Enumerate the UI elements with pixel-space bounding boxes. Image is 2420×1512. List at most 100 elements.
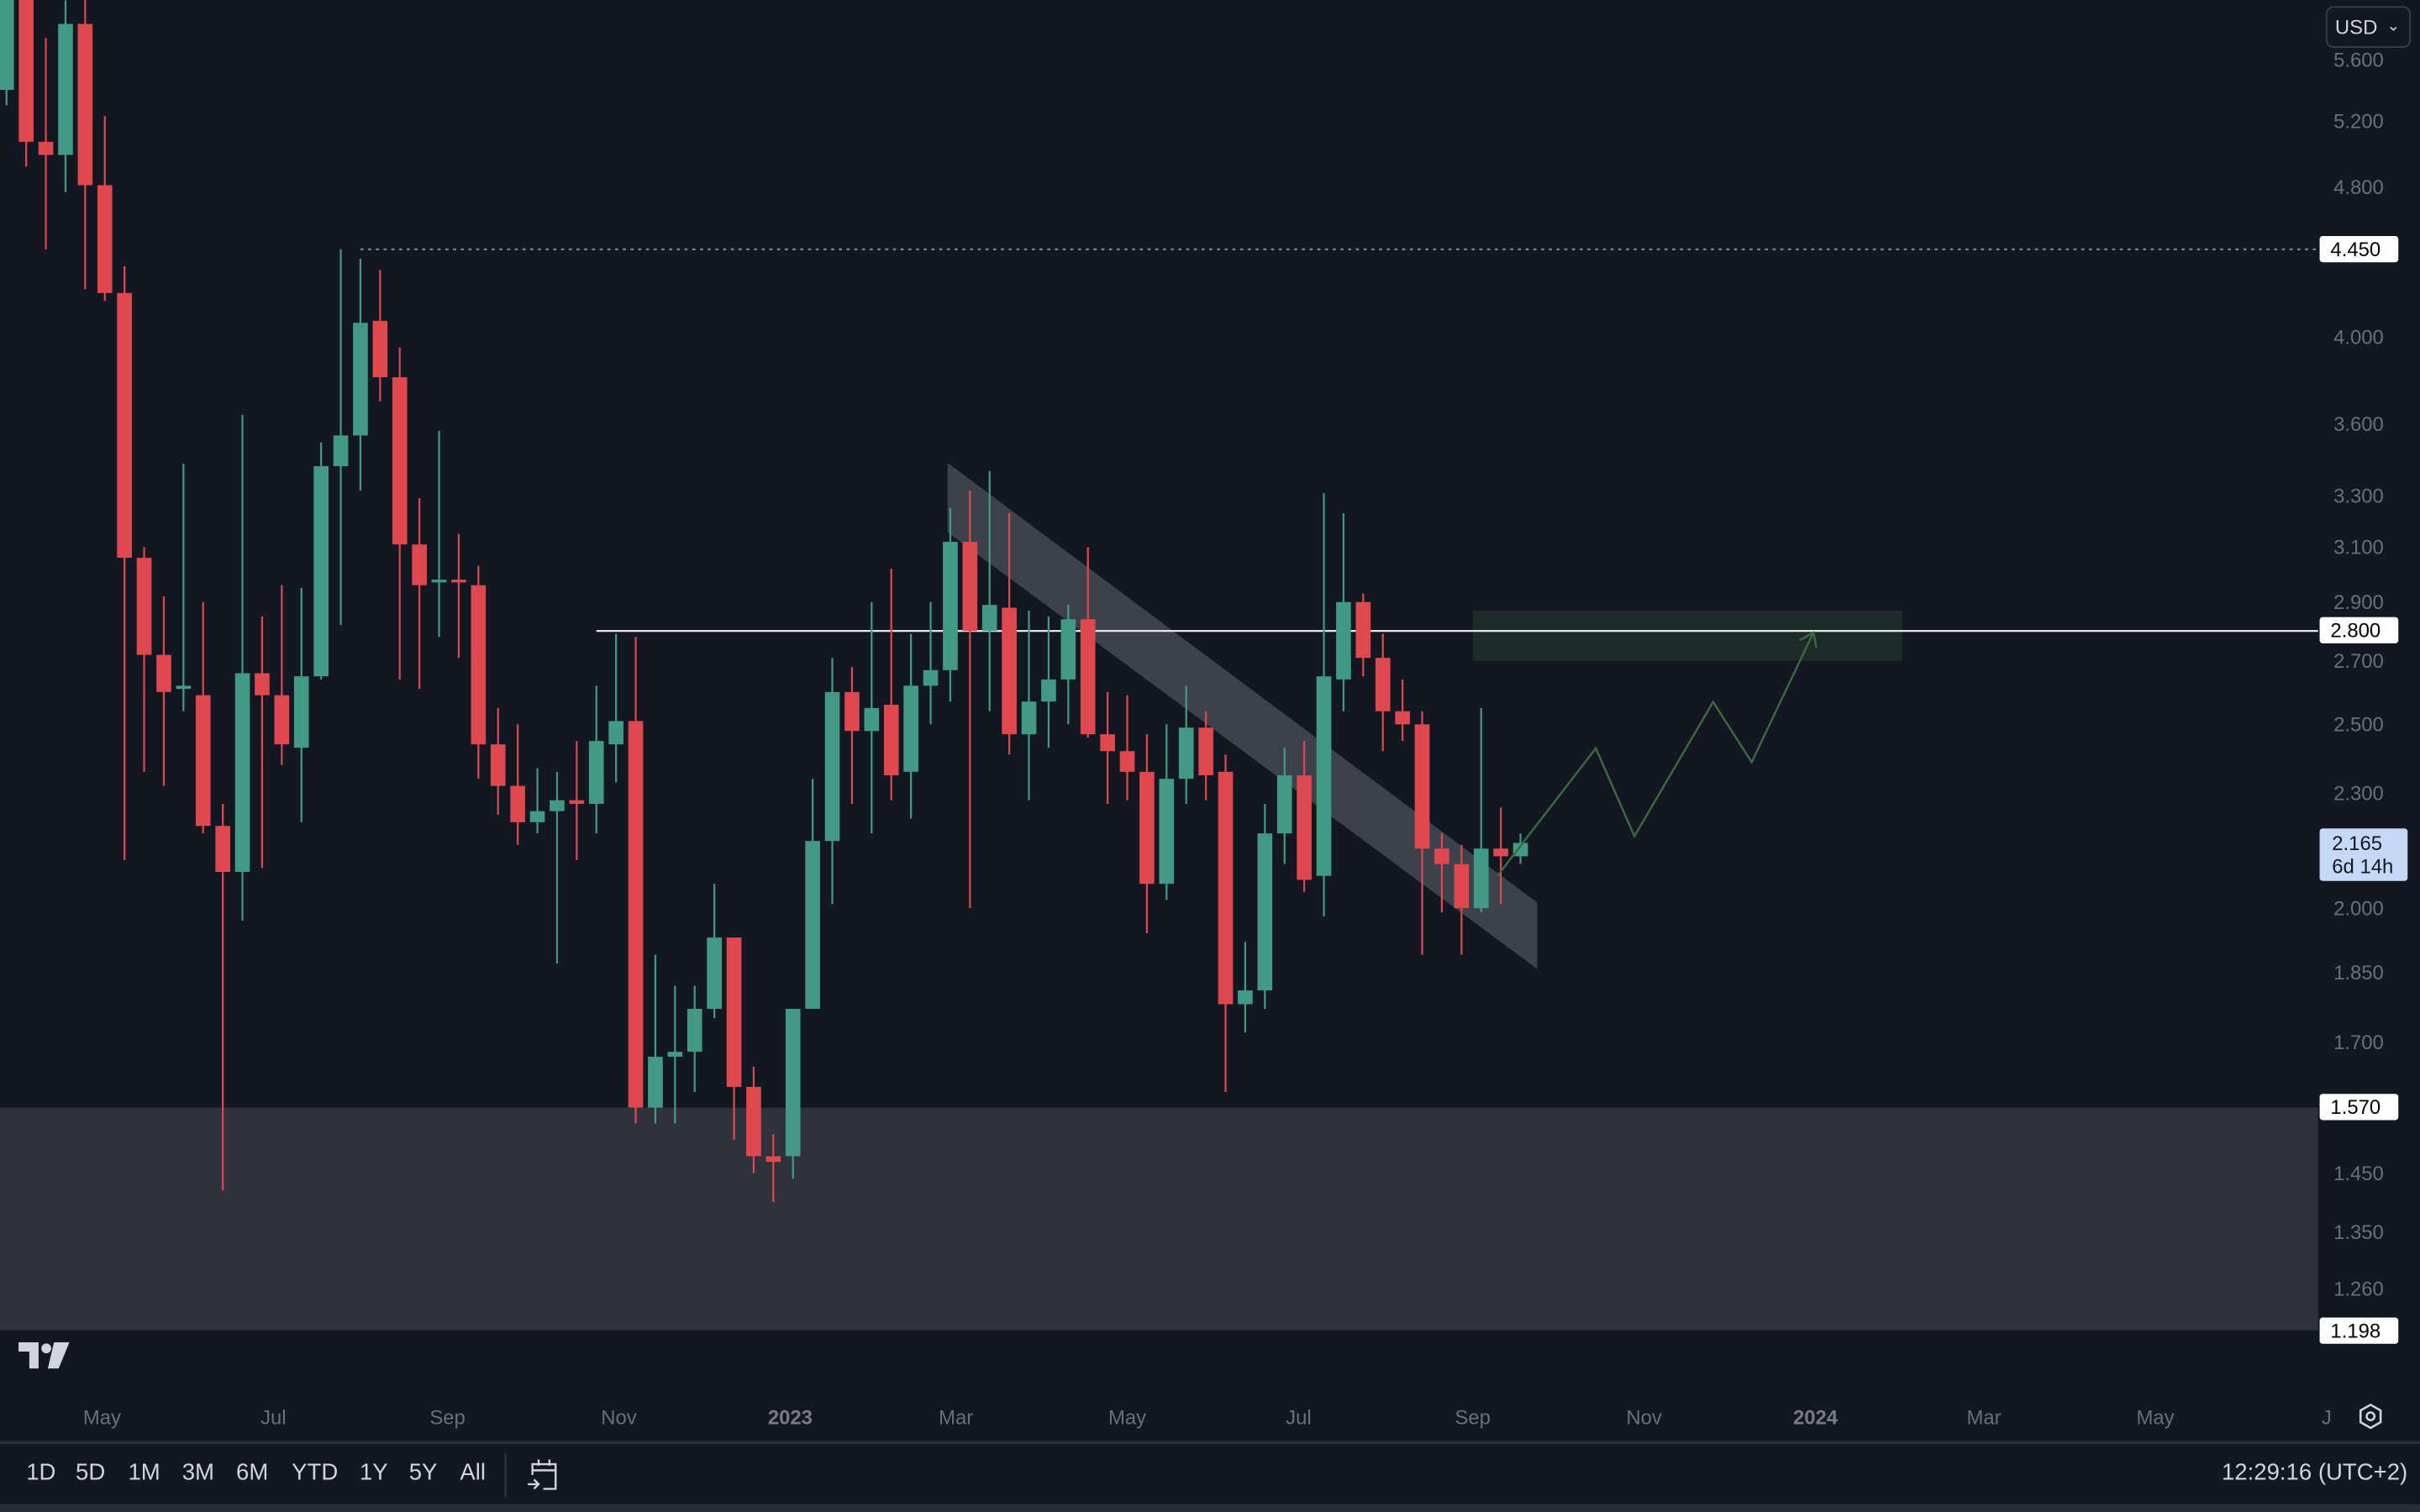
candle	[274, 585, 290, 765]
candle-body	[628, 721, 644, 1108]
candle	[1159, 724, 1175, 900]
candle	[1198, 711, 1213, 801]
candle	[746, 1066, 761, 1173]
candle	[1218, 754, 1234, 1093]
candle-body	[392, 377, 408, 545]
candle-body	[0, 0, 14, 91]
timeframe-1d-button[interactable]: 1D	[26, 1459, 56, 1486]
support-zone[interactable]	[0, 1107, 2318, 1331]
clock-timezone[interactable]: 12:29:16 (UTC+2)	[2221, 1459, 2408, 1486]
candle	[648, 954, 663, 1124]
candle	[1512, 833, 1528, 864]
price-axis[interactable]: 5.600 5.200 4.800 4.000 3.600 3.300 3.100 2.900…	[2333, 50, 2384, 1301]
gear-icon[interactable]	[2357, 1403, 2385, 1431]
candle-body	[333, 435, 349, 466]
candle-body	[1238, 990, 1253, 1005]
candle	[1257, 803, 1273, 1009]
candle	[97, 116, 113, 302]
chevron-down-icon: ⌄	[2386, 18, 2401, 36]
candle-body	[58, 24, 73, 155]
current-price-label: 2.165 6d 14h	[2319, 828, 2408, 881]
time-tick-label: Sep	[1455, 1406, 1490, 1429]
candle	[313, 442, 329, 680]
candle-body	[412, 544, 427, 585]
candle-body	[255, 673, 270, 696]
timeframe-5d-button[interactable]: 5D	[75, 1459, 106, 1486]
candle	[667, 985, 683, 1124]
price-tick-label: 1.350	[2333, 1221, 2384, 1244]
price-label-4450: 4.450	[2319, 236, 2399, 263]
candle	[1454, 844, 1470, 955]
candle-body	[431, 580, 447, 583]
candle-body	[38, 141, 54, 155]
tradingview-logo-icon[interactable]	[18, 1341, 71, 1370]
candle	[1375, 633, 1391, 752]
candle-body	[1414, 724, 1430, 849]
price-chart[interactable]: 5.600 5.200 4.800 4.000 3.600 3.300 3.100 2.900…	[0, 0, 2420, 1442]
candle-body	[746, 1086, 761, 1157]
candle	[510, 724, 525, 845]
projection-path[interactable]	[1496, 632, 1815, 877]
candle-body	[864, 707, 880, 732]
candle-body	[1002, 607, 1017, 735]
candle	[687, 985, 702, 1093]
candle-body	[1060, 619, 1076, 680]
candle-body	[707, 937, 722, 1009]
candle	[1238, 942, 1253, 1033]
candle	[77, 0, 93, 290]
candle	[1021, 610, 1037, 801]
candle-body	[1493, 848, 1508, 857]
time-tick-label: J	[2322, 1406, 2332, 1429]
candle-body	[529, 811, 545, 822]
candle-body	[1434, 848, 1449, 864]
timeframe-ytd-button[interactable]: YTD	[292, 1459, 339, 1486]
candle-body	[1218, 771, 1234, 1005]
candle-body	[765, 1156, 781, 1163]
timeframe-all-button[interactable]: All	[460, 1459, 486, 1486]
candle	[943, 507, 958, 702]
candle-body	[176, 685, 192, 690]
candle	[195, 601, 211, 834]
price-tick-label: 1.700	[2333, 1032, 2384, 1054]
candle	[1276, 748, 1292, 864]
timeframe-1m-button[interactable]: 1M	[128, 1459, 160, 1486]
time-tick-label: Nov	[1626, 1406, 1661, 1429]
candle	[255, 616, 270, 869]
candle	[1139, 734, 1155, 934]
candle-body	[117, 292, 132, 559]
calendar-arrow-icon[interactable]	[526, 1457, 560, 1494]
candle	[588, 685, 604, 834]
descending-channel[interactable]	[947, 463, 1538, 969]
target-zone[interactable]	[1472, 610, 1903, 661]
price-tick-label: 2.900	[2333, 591, 2384, 614]
price-tick-label: 1.850	[2333, 962, 2384, 984]
candle-body	[923, 669, 939, 686]
candle	[628, 637, 644, 1124]
candle	[117, 265, 132, 861]
timeframe-3m-button[interactable]: 3M	[182, 1459, 215, 1486]
time-tick-label: Jul	[260, 1406, 287, 1429]
time-tick-label: Mar	[1967, 1406, 2002, 1429]
bar-countdown: 6d 14h	[2332, 854, 2394, 879]
candle-body	[234, 673, 250, 872]
candle-body	[1178, 727, 1194, 780]
timeframe-6m-button[interactable]: 6M	[236, 1459, 269, 1486]
timeframe-5y-button[interactable]: 5Y	[408, 1459, 438, 1486]
candle	[1414, 711, 1430, 955]
candle	[1316, 493, 1332, 917]
candle	[1080, 547, 1096, 738]
time-axis[interactable]: May Jul Sep Nov 2023 Mar May Jul Sep Nov 2024 Mar Ma…	[83, 1406, 2332, 1429]
candle	[785, 1008, 801, 1179]
candle	[569, 741, 585, 861]
candle	[1178, 685, 1194, 804]
price-tick-label: 5.200	[2333, 110, 2384, 133]
price-tick-label: 3.300	[2333, 485, 2384, 507]
candle	[1493, 807, 1508, 905]
timeframe-1y-button[interactable]: 1Y	[359, 1459, 388, 1486]
currency-selector[interactable]: USD ⌄	[2325, 6, 2411, 48]
time-tick-label: Jul	[1286, 1406, 1312, 1429]
candle	[550, 771, 565, 964]
candle-body	[471, 585, 487, 745]
candle	[844, 667, 860, 804]
price-label-1198: 1.198	[2319, 1317, 2399, 1344]
